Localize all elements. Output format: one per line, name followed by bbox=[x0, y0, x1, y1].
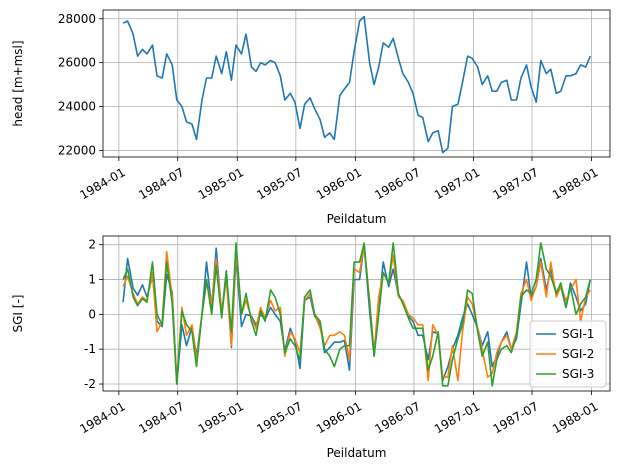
y-tick-label: 1 bbox=[88, 273, 96, 287]
x-tick-label: 1985-01 bbox=[196, 399, 246, 436]
x-tick-label: 1987-01 bbox=[432, 399, 482, 436]
x-tick-label: 1987-07 bbox=[491, 399, 541, 436]
x-tick-label: 1985-07 bbox=[254, 165, 304, 202]
x-tick-label: 1984-01 bbox=[77, 399, 127, 436]
y-axis-label: head [m+msl] bbox=[11, 40, 25, 126]
y-tick-label: 24000 bbox=[58, 100, 96, 114]
legend-box bbox=[529, 320, 607, 388]
legend-label: SGI-2 bbox=[562, 347, 594, 361]
sgi-chart: -2 -1 0 1 2 1984-01 1984-07 1985-01 1985-07 1986-… bbox=[11, 235, 611, 460]
x-tick-label: 1988-01 bbox=[550, 165, 600, 202]
x-tick-label: 1987-01 bbox=[432, 165, 482, 202]
x-tick-label: 1986-07 bbox=[372, 165, 422, 202]
y-tick-label: 22000 bbox=[58, 143, 96, 157]
axes-frame bbox=[102, 9, 611, 158]
legend: SGI-1 SGI-2 SGI-3 bbox=[529, 320, 607, 388]
y-tick-label: 0 bbox=[88, 307, 96, 321]
x-tick-label: 1986-07 bbox=[372, 399, 422, 436]
x-tick-label: 1984-01 bbox=[77, 165, 127, 202]
y-tick-label: 26000 bbox=[58, 56, 96, 70]
series-line-sgi-3 bbox=[122, 242, 592, 387]
x-tick-label: 1985-07 bbox=[254, 399, 304, 436]
x-tick-label: 1984-07 bbox=[136, 399, 186, 436]
x-tick-label: 1987-07 bbox=[491, 165, 541, 202]
x-tick-label: 1986-01 bbox=[314, 165, 364, 202]
x-axis-label: Peildatum bbox=[327, 212, 387, 226]
x-axis-label: Peildatum bbox=[327, 446, 387, 460]
series-line-head bbox=[122, 15, 592, 154]
x-tick-label: 1985-01 bbox=[196, 165, 246, 202]
x-tick-label: 1986-01 bbox=[314, 399, 364, 436]
y-tick-label: -1 bbox=[84, 342, 96, 356]
x-tick-label: 1984-07 bbox=[136, 165, 186, 202]
legend-label: SGI-1 bbox=[562, 327, 594, 341]
y-tick-label: 2 bbox=[88, 238, 96, 252]
legend-label: SGI-3 bbox=[562, 367, 594, 381]
head-chart: 22000 24000 26000 28000 1984-01 1984-07 1985-0… bbox=[11, 9, 611, 226]
y-tick-label: 28000 bbox=[58, 12, 96, 26]
y-axis-label: SGI [-] bbox=[11, 295, 25, 333]
y-tick-label: -2 bbox=[84, 377, 96, 391]
x-tick-label: 1988-01 bbox=[550, 399, 600, 436]
axes-frame bbox=[102, 235, 611, 392]
